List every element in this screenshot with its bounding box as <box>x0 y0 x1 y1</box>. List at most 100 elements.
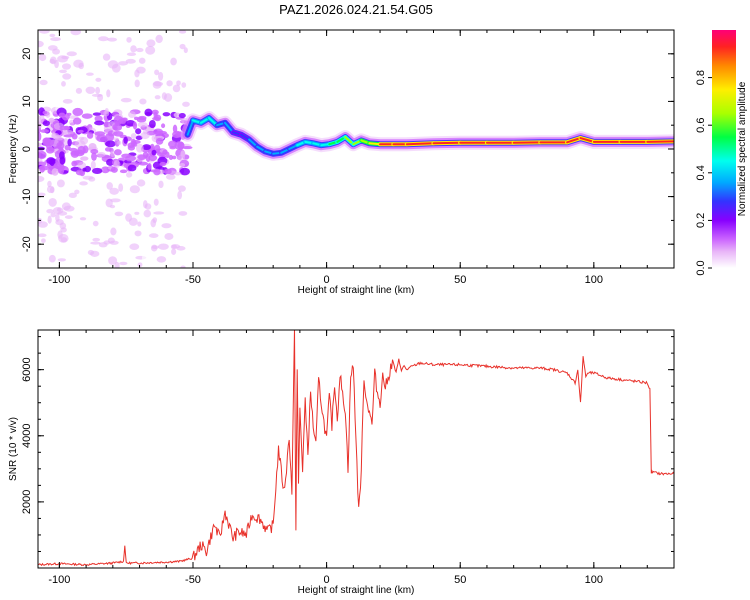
spectrogram-noise-blob <box>94 120 105 126</box>
snr-frame <box>37 329 675 569</box>
snr-y-tick-label: 4000 <box>21 424 33 448</box>
spectrogram-noise-blob <box>180 150 186 158</box>
spectrogram-noise-blob <box>44 139 55 147</box>
spectrogram-noise-blob <box>56 179 65 188</box>
spectrogram-noise-blob <box>86 72 94 76</box>
snr-x-tick-label: -50 <box>185 574 201 586</box>
spectrogram-noise-blob <box>161 123 166 129</box>
spectrogram-noise-blob <box>38 54 47 62</box>
spectrogram-noise-blob <box>156 256 167 263</box>
spectrogram-noise-blob <box>135 143 144 153</box>
spectrogram-x-tick-label: 100 <box>585 274 603 286</box>
spectrogram-noise-blob <box>78 62 84 70</box>
spectrogram-noise-blob <box>174 171 182 176</box>
spectrogram-noise-blob <box>123 136 128 144</box>
spectrogram-noise-blob <box>154 95 161 100</box>
spectrogram-noise-blob <box>138 57 146 64</box>
spectrogram-noise-blob <box>154 69 160 76</box>
spectrogram-noise-blob <box>129 243 140 251</box>
spectrogram-noise-blob <box>47 215 52 224</box>
spectrogram-noise-blob <box>140 131 150 140</box>
spectrogram-noise-blob <box>130 133 137 140</box>
snr-x-axis-label: Height of straight line (km) <box>298 585 415 596</box>
snr-y-tick-label: 6000 <box>21 357 33 381</box>
spectrogram-noise-blob <box>62 129 74 135</box>
spectrogram-noise-blob <box>179 162 186 167</box>
spectrogram-noise-blob <box>51 168 59 176</box>
spectrogram-noise-blob <box>71 133 78 140</box>
spectrogram-noise-blob <box>90 241 101 245</box>
spectrogram-noise-blob <box>51 132 60 139</box>
spectrogram-noise-blob <box>158 180 164 189</box>
snr-x-tick-label: 100 <box>585 574 603 586</box>
spectrogram-noise-blob <box>118 183 124 192</box>
spectrogram-noise-blob <box>117 140 122 145</box>
spectrogram-noise-blob <box>173 112 181 118</box>
spectrogram-noise-blob <box>40 238 46 243</box>
spectrogram-noise-blob <box>148 119 156 129</box>
spectrogram-noise-blob <box>38 221 48 228</box>
spectrogram-noise-blob <box>154 148 163 154</box>
spectrogram-ridge-core <box>566 137 582 144</box>
spectrogram-noise-blob <box>38 233 47 238</box>
spectrogram-noise-blob <box>141 253 147 262</box>
spectrogram-noise-blob <box>119 169 128 174</box>
spectrogram-noise-blob <box>59 222 67 230</box>
spectrogram-noise-blob <box>177 185 186 192</box>
spectrogram-noise-blob <box>67 138 72 147</box>
spectrogram-noise-blob <box>39 114 45 123</box>
spectrogram-noise-blob <box>82 145 89 154</box>
spectrogram-noise-blob <box>63 125 70 130</box>
spectrogram-noise-blob <box>52 207 64 215</box>
snr-x-ticks: -100 -50 0 50 100 <box>48 330 675 586</box>
spectrogram-noise-blob <box>109 240 119 245</box>
colorbar-ticks: 0.0 0.2 0.4 0.6 0.8 <box>695 70 712 276</box>
spectrogram-noise-blob <box>38 150 47 160</box>
spectrogram-noise-blob <box>111 63 121 73</box>
spectrogram-y-tick-label: -10 <box>21 189 33 205</box>
spectrogram-ridge-core <box>579 137 595 143</box>
spectrogram-noise-blob <box>134 79 140 88</box>
spectrogram-noise-blob <box>130 45 137 53</box>
spectrogram-noise-blob <box>126 36 132 43</box>
spectrogram-noise-blob <box>125 155 137 162</box>
spectrogram-noise-blob <box>108 256 118 265</box>
spectrogram-noise-blob <box>105 140 116 148</box>
spectrogram-noise-blob <box>144 203 152 210</box>
spectrogram-noise-blob <box>70 30 82 36</box>
spectrogram-ridge-core <box>186 119 194 136</box>
spectrogram-noise-blob <box>110 227 117 236</box>
spectrogram-noise-blob <box>38 132 42 142</box>
snr-x-tick-label: 50 <box>454 574 466 586</box>
spectrogram-noise-blob <box>42 110 48 115</box>
spectrogram-noise-blob <box>97 94 104 102</box>
spectrogram-noise-blob <box>150 218 157 228</box>
colorbar-gradient <box>712 30 736 268</box>
spectrogram-noise-blob <box>133 116 139 121</box>
spectrogram-noise-blob <box>146 39 156 47</box>
spectrogram-noise-blob <box>134 211 140 215</box>
spectrogram-noise-blob <box>180 265 186 268</box>
spectrogram-noise-blob <box>74 189 80 195</box>
spectrogram-noise-blob <box>148 233 159 238</box>
colorbar-label: Normalized spectral amplitude <box>737 81 748 216</box>
spectrogram-noise-blob <box>102 53 111 61</box>
spectrogram-noise-blob <box>155 34 163 44</box>
spectrogram-noise-blob <box>139 98 147 105</box>
spectrogram-noise-blob <box>153 81 164 87</box>
spectrogram-noise-blob <box>176 246 186 251</box>
spectrogram-noise-blob <box>151 149 157 156</box>
spectrogram-x-ticks: -100 -50 0 50 100 <box>48 30 675 286</box>
colorbar-tick-label: 0.4 <box>695 165 707 180</box>
spectrogram-noise-blob <box>120 97 132 103</box>
spectrogram-noise-blob <box>135 47 144 53</box>
spectrogram-noise-blob <box>114 211 124 217</box>
spectrogram-noise-blob <box>151 245 159 250</box>
spectrogram-noise-blob <box>137 115 147 121</box>
spectrogram-noise-blob <box>182 146 193 150</box>
spectrogram-noise-blob <box>183 47 188 54</box>
spectrogram-x-tick-label: 50 <box>454 274 466 286</box>
spectrogram-noise-blob <box>171 155 177 160</box>
spectrogram-noise-blob <box>38 142 43 147</box>
